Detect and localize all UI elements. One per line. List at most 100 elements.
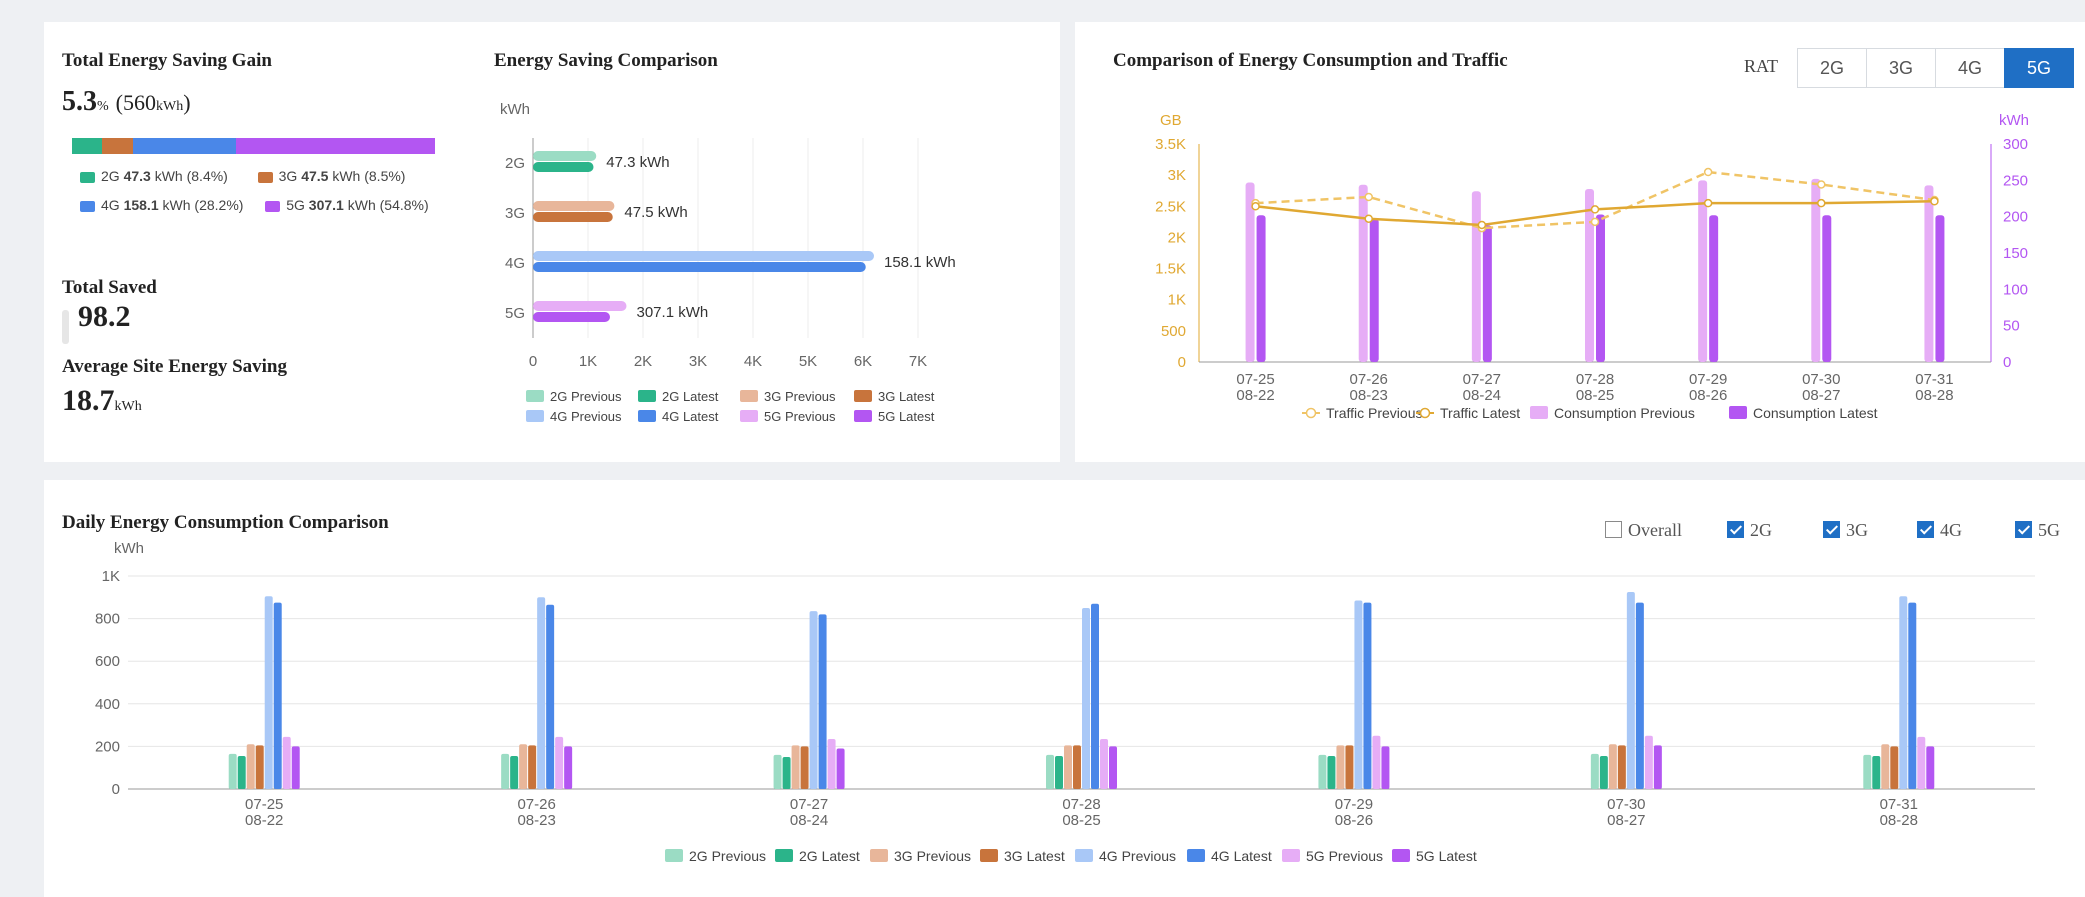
daily-x-tick: 08-23: [517, 812, 555, 829]
daily-bar-5g-latest: [291, 746, 300, 789]
share-bar: [72, 138, 435, 154]
daily-bar-4g-latest: [1363, 602, 1372, 789]
daily-x-tick: 07-26: [517, 796, 555, 813]
avg-saving-value: 18.7kWh: [62, 384, 142, 418]
saving-bar-4g-latest: [533, 262, 866, 272]
consumption-latest-bar: [1935, 215, 1945, 362]
daily-bar-2g-latest: [1599, 755, 1608, 789]
filter-3g-checkbox[interactable]: 3G: [1823, 520, 1868, 541]
gain-title: Total Energy Saving Gain: [62, 50, 272, 71]
traffic-previous-point: [1364, 192, 1373, 202]
left-axis-tick: 2K: [1168, 229, 1186, 246]
consumption-traffic-panel: [1075, 22, 2085, 462]
daily-bar-2g-previous: [1046, 754, 1054, 789]
saving-x-tick: 1K: [579, 353, 597, 370]
daily-consumption-title: Daily Energy Consumption Comparison: [62, 512, 389, 533]
rat-label: RAT: [1744, 56, 1779, 76]
legend-3g-unit: kWh: [332, 168, 361, 184]
legend-consumption-previous-label: Consumption Previous: [1554, 405, 1695, 421]
left-axis-tick: 3K: [1168, 167, 1186, 184]
traffic-latest-point: [1477, 220, 1487, 230]
total-saved-indicator: [62, 310, 69, 344]
filter-2g-label: 2G: [1750, 520, 1772, 540]
daily-bar-5g-previous: [1917, 736, 1926, 789]
checkbox-box[interactable]: [1727, 521, 1744, 538]
consumption-previous-bar: [1585, 189, 1594, 362]
filter-5g-checkbox[interactable]: 5G: [2015, 520, 2060, 541]
rat-option-3g[interactable]: 3G: [1866, 48, 1936, 88]
saving-bar-4g-previous: [533, 251, 874, 261]
filter-overall-checkbox[interactable]: Overall: [1605, 520, 1682, 541]
saving-legend-label-4g-previous: 4G Previous: [550, 409, 622, 424]
daily-legend-swatch-5g-latest: [1392, 849, 1410, 862]
checkbox-box[interactable]: [2015, 521, 2032, 538]
checkbox-box[interactable]: [1917, 521, 1934, 538]
x-tick-date: 07-27: [1463, 371, 1501, 388]
avg-saving-number: 18.7: [62, 384, 115, 417]
daily-bar-4g-previous: [1354, 600, 1363, 789]
legend-5g-pct: (54.8%): [379, 197, 429, 213]
legend-4g-unit: kWh: [162, 197, 191, 213]
saving-legend-label-2g-latest: 2G Latest: [662, 389, 719, 404]
traffic-previous-point: [1590, 217, 1600, 227]
avg-saving-unit: kWh: [114, 399, 142, 414]
x-tick-date: 08-25: [1576, 387, 1614, 404]
legend-consumption-latest-label: Consumption Latest: [1753, 405, 1878, 421]
legend-consumption-latest-swatch: [1729, 406, 1747, 419]
share-legend-row-1: 2G 47.3 kWh (8.4%) 3G 47.5 kWh (8.5%): [80, 168, 405, 184]
filter-2g-checkbox[interactable]: 2G: [1727, 520, 1772, 541]
x-tick-date: 07-30: [1802, 371, 1840, 388]
saving-legend-swatch-4g-previous: [526, 410, 544, 422]
saving-legend-swatch-3g-latest: [854, 390, 872, 402]
saving-data-label: 47.3 kWh: [606, 154, 669, 171]
daily-bar-4g-latest: [546, 604, 555, 789]
checkbox-box[interactable]: [1823, 521, 1840, 538]
legend-traffic-previous-marker: [1305, 407, 1317, 419]
consumption-latest-bar: [1596, 214, 1605, 362]
saving-unit-label: kWh: [500, 101, 530, 118]
x-tick-date: 08-24: [1463, 387, 1501, 404]
rat-option-2g[interactable]: 2G: [1797, 48, 1867, 88]
rat-option-5g[interactable]: 5G: [2004, 48, 2074, 88]
daily-bar-3g-latest: [255, 745, 264, 789]
energy-saving-panel: [44, 22, 1060, 462]
x-tick-date: 07-31: [1915, 371, 1953, 388]
daily-x-tick: 08-27: [1607, 812, 1645, 829]
rat-option-4g[interactable]: 4G: [1935, 48, 2005, 88]
daily-bar-3g-previous: [1608, 744, 1617, 789]
traffic-latest-point: [1703, 198, 1713, 208]
daily-x-tick: 07-27: [790, 796, 828, 813]
consumption-previous-bar: [1471, 191, 1481, 362]
x-tick-date: 08-28: [1915, 387, 1953, 404]
saving-bar-2g-previous: [533, 151, 597, 161]
daily-legend-label-5g-previous: 5G Previous: [1306, 848, 1383, 864]
daily-bar-2g-previous: [1318, 754, 1327, 789]
daily-legend-swatch-4g-latest: [1187, 849, 1205, 862]
consumption-latest-bar: [1822, 215, 1832, 362]
daily-y-tick: 800: [95, 611, 120, 628]
consumption-previous-bar: [1924, 185, 1934, 362]
daily-x-tick: 08-24: [790, 812, 828, 829]
daily-bar-4g-latest: [1635, 602, 1644, 789]
avg-saving-label: Average Site Energy Saving: [62, 356, 287, 377]
left-axis-tick: 500: [1161, 323, 1186, 340]
filter-4g-checkbox[interactable]: 4G: [1917, 520, 1962, 541]
right-axis-tick: 50: [2003, 318, 2020, 335]
consumption-previous-bar: [1245, 182, 1255, 362]
daily-bar-5g-latest: [1926, 746, 1935, 789]
saving-legend-label-5g-previous: 5G Previous: [764, 409, 836, 424]
right-axis-tick: 100: [2003, 281, 2028, 298]
daily-y-tick: 200: [95, 738, 120, 755]
legend-traffic-previous-label: Traffic Previous: [1326, 405, 1422, 421]
x-tick-date: 07-25: [1236, 371, 1274, 388]
traffic-latest-point: [1817, 198, 1826, 208]
saving-bar-3g-previous: [533, 201, 615, 211]
checkbox-box[interactable]: [1605, 521, 1622, 538]
saving-legend-label-2g-previous: 2G Previous: [550, 389, 622, 404]
daily-bar-4g-previous: [1082, 607, 1090, 789]
daily-bar-5g-previous: [1100, 738, 1108, 789]
daily-legend-swatch-2g-previous: [665, 849, 683, 862]
x-tick-date: 08-27: [1802, 387, 1840, 404]
daily-legend-swatch-2g-latest: [775, 849, 793, 862]
